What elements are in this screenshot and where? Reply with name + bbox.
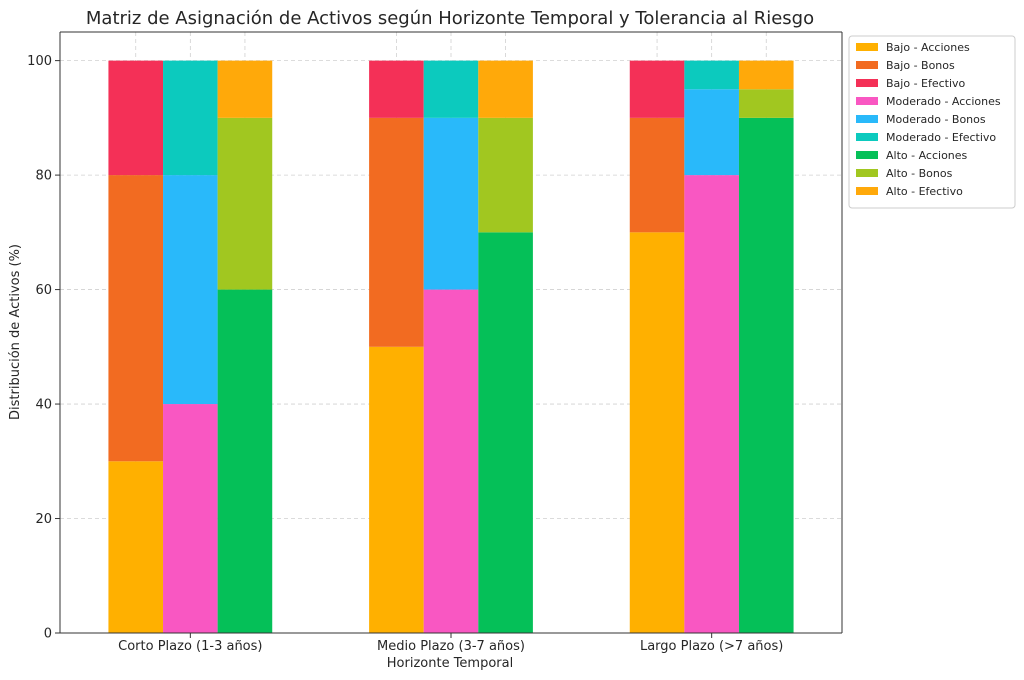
legend-swatch [856,187,878,195]
bar-segment [423,289,479,633]
bar-segment [738,60,794,90]
y-tick-label: 60 [35,283,52,298]
x-tick-label: Largo Plazo (>7 años) [640,639,783,654]
legend-entry-label: Alto - Acciones [886,149,968,162]
legend-swatch [856,169,878,177]
legend-swatch [856,133,878,141]
bar-segment [684,89,739,176]
y-tick-label: 100 [27,54,52,69]
bar-segment [217,117,273,290]
legend-entry-label: Alto - Efectivo [886,185,963,198]
legend-entry-label: Moderado - Acciones [886,95,1001,108]
legend-swatch [856,115,878,123]
bar-segment [369,60,424,118]
y-tick-label: 0 [44,627,52,642]
legend-entry-label: Bajo - Acciones [886,41,970,54]
legend-swatch [856,61,878,69]
bar-segment [108,60,164,176]
bar-segment [217,60,273,118]
bar-segment [684,175,739,633]
legend-swatch [856,97,878,105]
y-tick-label: 80 [35,169,52,184]
chart-title: Matriz de Asignación de Activos según Ho… [86,8,814,29]
x-tick-label: Medio Plazo (3-7 años) [377,639,525,654]
bar-segment [629,117,685,233]
y-axis-label: Distribución de Activos (%) [8,244,23,420]
x-tick-label: Corto Plazo (1-3 años) [118,639,262,654]
legend-entry-label: Moderado - Bonos [886,113,986,126]
bar-segment [163,404,218,633]
x-axis-label: Horizonte Temporal [387,656,513,671]
bar-segment [423,60,479,118]
bar-segment [478,60,533,118]
bar-segment [478,232,533,634]
bar-segment [629,232,685,634]
bar-segment [629,60,685,118]
bar-segment [478,117,533,233]
bar-segment [684,60,739,90]
legend-entry-label: Moderado - Efectivo [886,131,996,144]
legend-entry-label: Bajo - Efectivo [886,77,966,90]
legend: Bajo - Acciones Bajo - Bonos Bajo - Efecti… [848,35,1016,209]
legend-swatch [856,43,878,51]
axes: 0 20 40 60 80 100 Corto Plazo (1-3 años) Medio … [27,31,843,654]
legend-swatch [856,151,878,159]
bar-segment [738,117,794,634]
bars [108,60,794,634]
bar-segment [108,175,164,462]
legend-entry-label: Alto - Bonos [886,167,953,180]
bar-segment [108,461,164,633]
y-tick-label: 20 [35,512,52,527]
bar-segment [163,60,218,176]
legend-swatch [856,79,878,87]
bar-segment [217,289,273,633]
legend-entry-label: Bajo - Bonos [886,59,955,72]
bar-segment [163,175,218,405]
bar-segment [369,346,424,633]
bar-segment [369,117,424,347]
bar-segment [423,117,479,290]
legend-box [848,35,1016,209]
y-tick-label: 40 [35,398,52,413]
bar-segment [738,89,794,118]
